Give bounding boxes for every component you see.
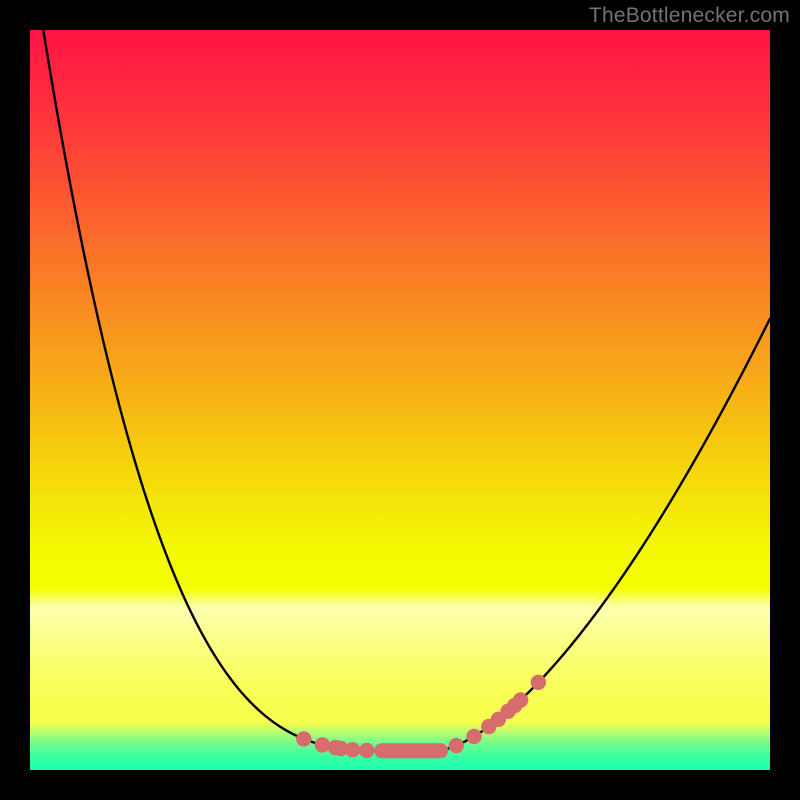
chart-stage: TheBottlenecker.com [0, 0, 800, 800]
marker-dot [297, 732, 311, 746]
bottleneck-chart [0, 0, 800, 800]
watermark-text: TheBottlenecker.com [589, 4, 790, 28]
marker-dot [360, 743, 374, 757]
marker-dot [315, 738, 329, 752]
marker-dot [467, 729, 481, 743]
marker-dot [345, 742, 359, 756]
gradient-background [30, 30, 770, 770]
marker-dot [449, 738, 463, 752]
marker-dot [531, 675, 545, 689]
marker-flat-bar [374, 743, 448, 758]
marker-dot [513, 693, 527, 707]
